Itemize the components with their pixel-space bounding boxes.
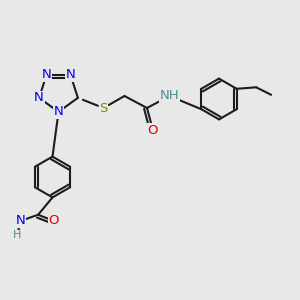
Text: N: N: [54, 105, 63, 119]
Text: N: N: [16, 214, 26, 227]
Text: O: O: [148, 124, 158, 137]
Text: N: N: [42, 68, 51, 82]
Text: H: H: [13, 230, 21, 240]
Text: N: N: [66, 68, 75, 82]
Text: NH: NH: [160, 89, 179, 103]
Text: S: S: [99, 101, 108, 115]
Text: O: O: [49, 214, 59, 227]
Text: N: N: [34, 91, 44, 104]
